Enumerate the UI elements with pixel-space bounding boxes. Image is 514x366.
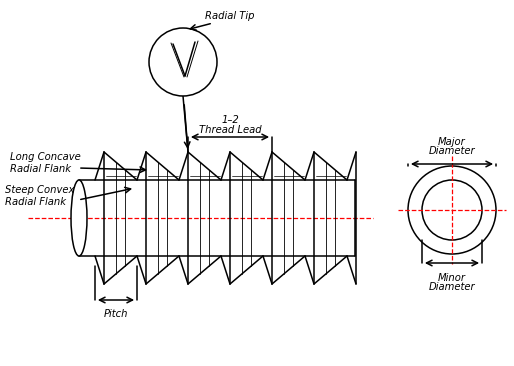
Text: Diameter: Diameter — [429, 282, 475, 292]
Text: Long Concave
Radial Flank: Long Concave Radial Flank — [10, 152, 81, 174]
Text: Diameter: Diameter — [429, 146, 475, 156]
Text: Minor: Minor — [438, 273, 466, 283]
Text: Major: Major — [438, 137, 466, 147]
Bar — [394, 152, 510, 268]
Circle shape — [149, 28, 217, 96]
Ellipse shape — [71, 180, 87, 256]
Text: Thread Lead: Thread Lead — [199, 125, 261, 135]
Text: 1–2: 1–2 — [221, 115, 239, 125]
Text: Steep Convex
Radial Flank: Steep Convex Radial Flank — [5, 185, 75, 207]
Text: Radial Tip: Radial Tip — [205, 11, 254, 21]
Text: Pitch: Pitch — [104, 309, 128, 319]
